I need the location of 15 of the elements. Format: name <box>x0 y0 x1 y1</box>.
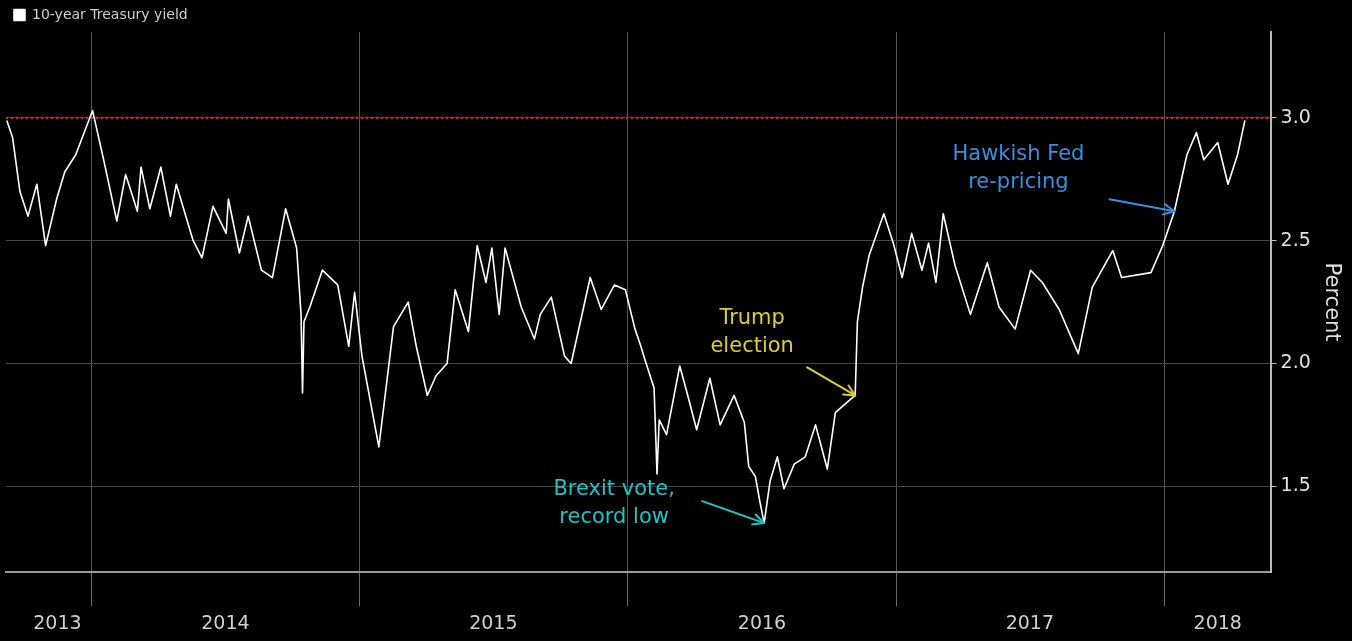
x-tick-label: 2018 <box>1193 610 1242 633</box>
y-tick-label: 2.0 <box>1280 350 1311 373</box>
x-tick-label: 2014 <box>201 610 250 633</box>
legend-label: 10-year Treasury yield <box>32 5 188 22</box>
x-tick-label: 2016 <box>737 610 787 633</box>
annotation: Trump election <box>710 304 794 357</box>
annotation: Brexit vote, record low <box>553 475 675 528</box>
x-tick-label: 2013 <box>33 610 82 633</box>
x-tick-label: 2017 <box>1005 610 1055 633</box>
x-tick-label: 2015 <box>469 610 518 633</box>
y-tick-label: 2.5 <box>1280 227 1311 250</box>
y-tick-label: 1.5 <box>1280 473 1311 496</box>
annotation: Hawkish Fed re-pricing <box>952 140 1085 193</box>
y-tick-label: 3.0 <box>1280 104 1311 127</box>
y-axis-title: Percent <box>1320 262 1345 342</box>
